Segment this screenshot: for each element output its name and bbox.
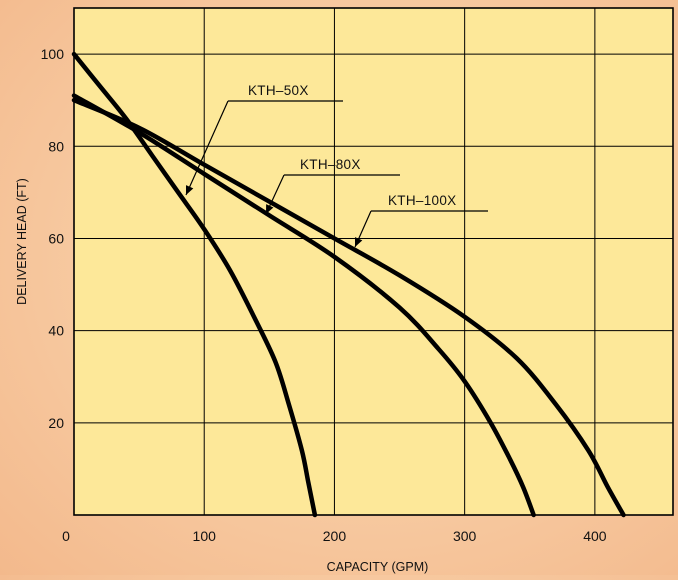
y-tick-label-100: 100 bbox=[41, 46, 65, 62]
series-label-group-3: KTH–100X bbox=[354, 193, 488, 248]
series-label-arrow-1 bbox=[186, 185, 194, 195]
plot-frame bbox=[73, 7, 674, 516]
series-label-group-1: KTH–50X bbox=[185, 83, 343, 196]
y-axis-title: DELIVERY HEAD (FT) bbox=[15, 178, 29, 305]
series-label-leader-1 bbox=[185, 100, 229, 196]
x-tick-label-100: 100 bbox=[193, 528, 217, 544]
series-line-2 bbox=[71, 93, 536, 518]
series-label-group-2: KTH–80X bbox=[265, 157, 400, 215]
x-tick-label-400: 400 bbox=[583, 528, 607, 544]
series-labels: KTH–50X KTH–80X KTH–100X bbox=[185, 83, 488, 248]
series-label-2: KTH–80X bbox=[300, 157, 361, 172]
x-tick-label-200: 200 bbox=[323, 528, 347, 544]
series-label-arrow-3 bbox=[355, 237, 363, 247]
series-label-1: KTH–50X bbox=[248, 83, 309, 98]
y-tick-label-80: 80 bbox=[48, 138, 64, 154]
x-axis-title: CAPACITY (GPM) bbox=[327, 560, 429, 574]
y-tick-label-40: 40 bbox=[48, 323, 64, 339]
tick-labels: 0 100 200 300 400 20 40 60 80 100 bbox=[41, 46, 607, 544]
series-label-arrow-2 bbox=[266, 204, 274, 214]
x-tick-label-0: 0 bbox=[62, 528, 70, 544]
y-tick-label-60: 60 bbox=[48, 230, 64, 246]
series-label-3: KTH–100X bbox=[388, 193, 456, 208]
series-line-3 bbox=[71, 97, 626, 518]
series-line-1 bbox=[71, 51, 318, 518]
series-lines bbox=[71, 51, 626, 518]
y-tick-label-20: 20 bbox=[48, 415, 64, 431]
x-tick-label-300: 300 bbox=[453, 528, 477, 544]
